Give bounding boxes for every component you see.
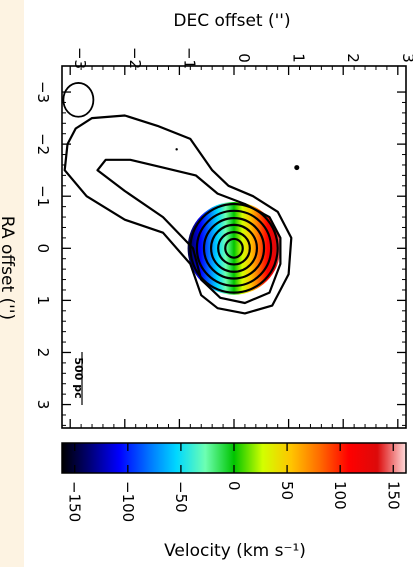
colorbar-tick-label: −150 <box>66 481 84 522</box>
colorbar-tick-label: 100 <box>331 481 349 510</box>
beam-ellipse <box>62 82 95 118</box>
emission-knot-1 <box>294 165 300 171</box>
colorbar-tick-label: 50 <box>278 481 296 500</box>
x-tick-label: −1 <box>180 47 198 69</box>
y-tick-label: 1 <box>34 296 52 306</box>
y-tick-label: 3 <box>34 400 52 410</box>
colorbar-tick-label: −50 <box>172 481 190 513</box>
contour-1 <box>63 114 293 315</box>
x-axis-title: DEC offset ('') <box>173 11 290 31</box>
contour-2 <box>96 158 282 305</box>
contour-7 <box>217 231 251 266</box>
x-tick-label: 2 <box>344 53 362 63</box>
colorbar-title: Velocity (km s⁻¹) <box>164 541 306 561</box>
x-tick-label: 3 <box>399 53 413 63</box>
contour-6 <box>209 223 259 273</box>
y-tick-label: −3 <box>34 81 52 103</box>
intensity-contours <box>63 114 300 315</box>
colorbar-tick-label: 150 <box>384 481 402 510</box>
y-axis-title: RA offset ('') <box>0 216 17 320</box>
axis-ticks: −3 −2 −1 0 1 2 3 −3 −2 −1 0 1 2 3 <box>34 47 413 428</box>
emission-knot-2 <box>175 148 178 151</box>
y-tick-label: 0 <box>34 244 52 254</box>
x-tick-label: −2 <box>126 47 144 69</box>
colorbar-tick-label: −100 <box>119 481 137 522</box>
contour-5 <box>202 216 266 280</box>
contour-4 <box>195 209 273 287</box>
contour-3 <box>189 202 279 294</box>
y-tick-label: −1 <box>34 185 52 207</box>
contour-8 <box>224 237 244 259</box>
scale-bar: 500 pc <box>72 352 85 405</box>
x-tick-label: 1 <box>290 53 308 63</box>
colorbar-ticks: −150 −100 −50 0 50 100 150 <box>66 443 402 522</box>
scale-bar-label: 500 pc <box>72 357 85 398</box>
x-tick-label: −3 <box>71 47 89 69</box>
y-tick-label: −2 <box>34 133 52 155</box>
colorbar-tick-label: 0 <box>225 481 243 491</box>
x-tick-label: 0 <box>235 53 253 63</box>
y-tick-label: 2 <box>34 348 52 358</box>
